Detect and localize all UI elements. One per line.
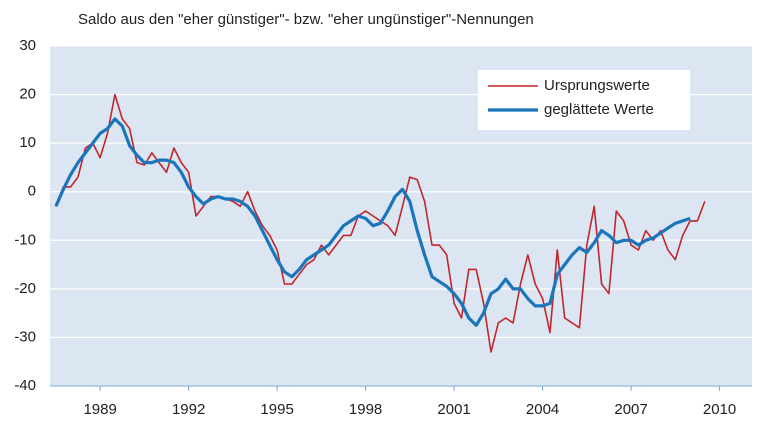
x-tick-label: 2001: [437, 401, 470, 418]
y-tick-label: -10: [14, 231, 36, 248]
series-line: [54, 117, 691, 327]
x-tick-label: 2004: [526, 401, 559, 418]
y-tick-label: 0: [28, 183, 36, 200]
chart-title: Saldo aus den "eher günstiger"- bzw. "eh…: [78, 11, 534, 28]
y-tick-label: -20: [14, 280, 36, 297]
y-tick-label: 30: [19, 37, 36, 54]
x-tick-label: 2010: [703, 401, 736, 418]
y-tick-label: 10: [19, 134, 36, 151]
y-tick-label: -30: [14, 328, 36, 345]
x-tick-label: 1998: [349, 401, 382, 418]
y-tick-label: 20: [19, 86, 36, 103]
y-tick-label: -40: [14, 377, 36, 394]
x-tick-label: 1992: [172, 401, 205, 418]
legend-label: Ursprungswerte: [544, 77, 650, 94]
x-tick-label: 2007: [614, 401, 647, 418]
x-tick-label: 1989: [83, 401, 116, 418]
x-tick-label: 1995: [260, 401, 293, 418]
legend-box: [478, 70, 690, 130]
legend-label: geglättete Werte: [544, 101, 654, 118]
